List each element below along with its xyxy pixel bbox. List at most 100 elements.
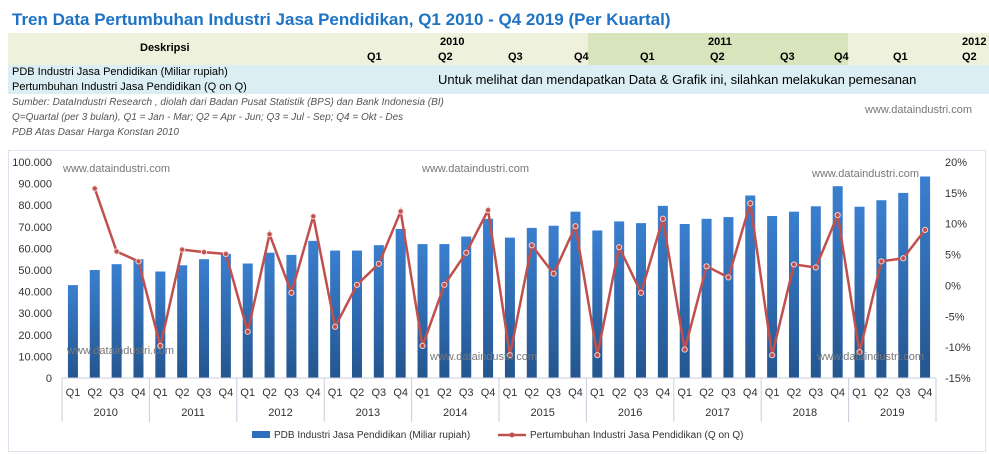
chart-area [8, 150, 986, 452]
bar [526, 227, 537, 378]
category-tick-label: Q4 [743, 387, 758, 399]
bar [133, 259, 144, 378]
bar [898, 192, 909, 378]
year-label: 2010 [93, 407, 117, 419]
bar [461, 236, 472, 378]
growth-point [900, 255, 907, 262]
growth-point [441, 281, 448, 288]
bar [330, 250, 341, 378]
page-title: Tren Data Pertumbuhan Industri Jasa Pend… [12, 10, 671, 29]
quarter-header: Q3 [508, 51, 523, 63]
growth-point [375, 260, 382, 267]
category-tick-label: Q3 [721, 387, 736, 399]
quarter-header: Q1 [367, 51, 382, 63]
watermark: www.dataindustri.com [67, 345, 174, 357]
bar [483, 218, 494, 378]
watermark: www.dataindustri.com [422, 163, 529, 175]
year-label: 2012 [268, 407, 292, 419]
left-tick-label: 20.000 [18, 330, 52, 342]
watermark: www.dataindustri.com [63, 163, 170, 175]
category-tick-label: Q3 [284, 387, 299, 399]
right-tick-label: 15% [945, 188, 967, 200]
category-tick-label: Q4 [306, 387, 321, 399]
category-tick-label: Q2 [524, 387, 539, 399]
bar [439, 244, 450, 378]
year-label: 2013 [356, 407, 380, 419]
quarter-header: Q2 [438, 51, 453, 63]
category-tick-label: Q2 [350, 387, 365, 399]
bar [417, 244, 428, 378]
year-label: 2015 [530, 407, 554, 419]
legend-bar-swatch [252, 431, 270, 438]
category-tick-label: Q2 [175, 387, 190, 399]
category-tick-label: Q1 [677, 387, 692, 399]
left-tick-label: 90.000 [18, 179, 52, 191]
bar [854, 206, 865, 378]
watermark: www.dataindustri.com [812, 168, 919, 180]
quarter-note: Q=Quartal (per 3 bulan), Q1 = Jan - Mar;… [12, 112, 404, 123]
quarter-header: Q4 [834, 51, 849, 63]
bar [636, 223, 647, 378]
row-label-growth: Pertumbuhan Industri Jasa Pendidikan (Q … [12, 81, 247, 93]
watermark: www.dataindustri.com [865, 104, 972, 116]
left-tick-label: 80.000 [18, 200, 52, 212]
bar [67, 285, 78, 378]
left-tick-label: 50.000 [18, 265, 52, 277]
category-tick-label: Q1 [590, 387, 605, 399]
growth-point [594, 352, 601, 359]
bar [373, 245, 384, 378]
category-tick-label: Q2 [262, 387, 277, 399]
growth-point [812, 264, 819, 271]
growth-point [921, 226, 929, 233]
left-tick-label: 0 [46, 373, 52, 385]
year-header: 2011 [708, 36, 732, 48]
category-tick-label: Q2 [787, 387, 802, 399]
bar [920, 176, 931, 378]
growth-point [397, 208, 404, 215]
growth-point [703, 263, 710, 270]
category-tick-label: Q4 [219, 387, 234, 399]
source-note: Sumber: DataIndustri Research , diolah d… [12, 97, 444, 108]
bar [614, 221, 625, 378]
bar [351, 250, 362, 378]
bar [788, 211, 799, 378]
category-tick-label: Q4 [830, 387, 845, 399]
right-tick-label: -15% [945, 373, 971, 385]
growth-point [419, 342, 426, 350]
growth-point [681, 346, 688, 353]
left-tick-label: 10.000 [18, 351, 52, 363]
growth-point [157, 342, 164, 350]
category-tick-label: Q3 [634, 387, 649, 399]
category-tick-label: Q3 [197, 387, 212, 399]
right-tick-label: 0% [945, 280, 961, 292]
left-tick-label: 40.000 [18, 287, 52, 299]
legend-label: PDB Industri Jasa Pendidikan (Miliar rup… [274, 430, 470, 441]
category-tick-label: Q2 [87, 387, 102, 399]
growth-point [200, 249, 208, 256]
category-tick-label: Q1 [153, 387, 168, 399]
category-tick-label: Q3 [896, 387, 911, 399]
order-message[interactable]: Untuk melihat dan mendapatkan Data & Gra… [438, 72, 917, 87]
bar [395, 228, 406, 378]
quarter-header: Q1 [640, 51, 655, 63]
growth-point [288, 289, 295, 296]
legend-line-marker [509, 432, 515, 438]
category-tick-label: Q1 [503, 387, 518, 399]
category-tick-label: Q2 [874, 387, 889, 399]
bar [89, 270, 100, 378]
left-tick-label: 70.000 [18, 222, 52, 234]
year-label: 2018 [793, 407, 817, 419]
right-tick-label: -10% [945, 342, 971, 354]
bar [548, 225, 559, 378]
category-tick-label: Q3 [808, 387, 823, 399]
bar [810, 206, 821, 378]
category-tick-label: Q1 [66, 387, 81, 399]
bar [832, 186, 843, 378]
price-note: PDB Atas Dasar Harga Konstan 2010 [12, 127, 179, 138]
category-tick-label: Q3 [371, 387, 386, 399]
growth-point [91, 185, 98, 192]
growth-point [659, 215, 666, 222]
bar [767, 216, 778, 378]
category-tick-label: Q1 [765, 387, 780, 399]
bar [504, 237, 515, 378]
